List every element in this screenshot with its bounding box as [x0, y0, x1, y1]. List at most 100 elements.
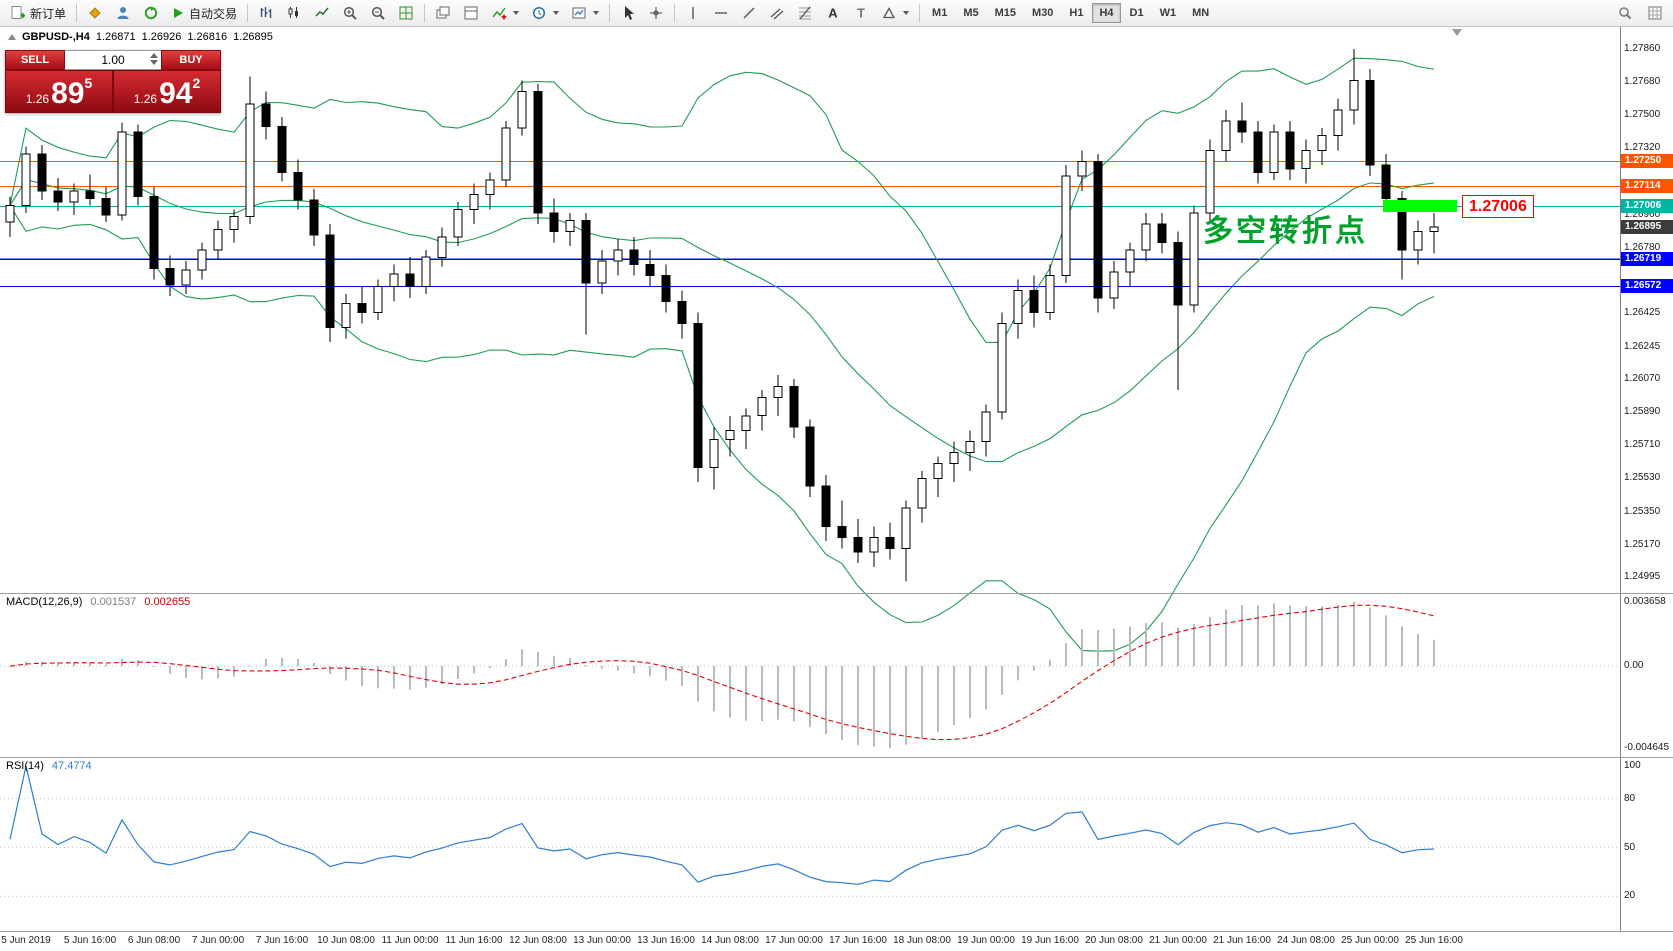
timeframe-w1[interactable]: W1 — [1159, 7, 1177, 19]
time-axis-label: 7 Jun 16:00 — [255, 935, 309, 946]
candle-chart-button[interactable] — [281, 2, 307, 24]
chevron-down-icon — [903, 11, 910, 15]
new-order-button[interactable]: 新订单 — [5, 2, 71, 24]
close-value: 1.26895 — [233, 31, 273, 43]
grid-button[interactable] — [1642, 2, 1668, 24]
chevron-down-icon — [553, 11, 560, 15]
price-axis-label: 1.24995 — [1624, 571, 1661, 583]
fibonacci-icon — [797, 5, 813, 21]
volume-spinner[interactable] — [150, 53, 158, 65]
price-badge: 1.26572 — [1621, 279, 1673, 294]
label-tool-button[interactable]: T — [848, 2, 874, 24]
periods-button[interactable] — [526, 2, 564, 24]
bar-chart-button[interactable] — [253, 2, 279, 24]
rsi-axis-label: 100 — [1624, 760, 1641, 771]
time-axis[interactable]: 5 Jun 2019 5 Jun 16:00 6 Jun 08:00 7 Jun 00… — [0, 931, 1673, 951]
auto-trading-button[interactable]: 自动交易 — [166, 2, 242, 24]
diamond-icon — [87, 5, 103, 21]
sell-price-big: 89 — [51, 77, 85, 110]
time-axis-label: 19 Jun 00:00 — [957, 935, 1015, 946]
timeframe-h1[interactable]: H1 — [1069, 7, 1084, 19]
price-badge: 1.26895 — [1621, 219, 1673, 234]
spinner-up-icon[interactable] — [150, 53, 158, 58]
horizontal-line-button[interactable] — [708, 2, 734, 24]
macd-axis-label: -0.004645 — [1624, 742, 1670, 753]
text-tool-button[interactable]: A — [820, 2, 846, 24]
person-icon — [115, 5, 131, 21]
sell-button[interactable]: SELL — [5, 50, 65, 70]
price-axis-label: 1.26960 — [1624, 208, 1661, 220]
svg-text:T: T — [857, 6, 865, 21]
shapes-button[interactable] — [876, 2, 914, 24]
timeframe-mn[interactable]: MN — [1192, 7, 1210, 19]
macd-panel-separator[interactable] — [0, 593, 1673, 594]
rsi-panel-separator[interactable] — [0, 757, 1673, 758]
time-axis-label: 18 Jun 08:00 — [893, 935, 951, 946]
chinese-annotation: 多空转折点 — [1203, 215, 1368, 248]
buy-price-button[interactable]: 1.26 94 2 — [113, 70, 221, 113]
price-axis-label: 1.26780 — [1624, 242, 1661, 254]
price-badge: 1.27250 — [1621, 154, 1673, 169]
timeframe-h4[interactable]: H4 — [1092, 3, 1121, 23]
templates-button[interactable] — [566, 2, 604, 24]
price-badge: 1.27114 — [1621, 179, 1673, 194]
volume-field[interactable]: 1.00 — [65, 50, 161, 70]
fibonacci-button[interactable] — [792, 2, 818, 24]
spinner-down-icon[interactable] — [150, 60, 158, 65]
timeframe-d1[interactable]: D1 — [1129, 7, 1144, 19]
tile-windows-button[interactable] — [393, 2, 419, 24]
profiles-button[interactable] — [110, 2, 136, 24]
time-axis-label: 5 Jun 16:00 — [63, 935, 117, 946]
sell-price-button[interactable]: 1.26 89 5 — [5, 70, 113, 113]
crosshair-button[interactable] — [643, 2, 669, 24]
macd-name: MACD(12,26,9) — [6, 596, 83, 608]
sell-price-prefix: 1.26 — [25, 92, 50, 106]
zoom-in-icon — [342, 5, 358, 21]
line-chart-button[interactable] — [309, 2, 335, 24]
add-indicator-button[interactable] — [486, 2, 524, 24]
search-button[interactable] — [1612, 2, 1638, 24]
price-axis-label: 1.27860 — [1624, 42, 1661, 54]
text-icon: A — [825, 5, 841, 21]
clock-icon — [531, 5, 547, 21]
horizontal-line-icon — [713, 5, 729, 21]
zoom-out-button[interactable] — [365, 2, 391, 24]
separator — [76, 4, 78, 22]
rsi-axis-label: 50 — [1624, 841, 1636, 853]
trendline-button[interactable] — [736, 2, 762, 24]
low-value: 1.26816 — [187, 31, 228, 43]
arrange-windows-button[interactable] — [458, 2, 484, 24]
cascade-windows-button[interactable] — [430, 2, 456, 24]
refresh-button[interactable] — [138, 2, 164, 24]
buy-price-big: 94 — [159, 77, 193, 110]
channel-icon — [769, 5, 785, 21]
timeframe-m30[interactable]: M30 — [1032, 7, 1054, 19]
highlight-rectangle[interactable] — [1383, 200, 1457, 212]
channel-button[interactable] — [764, 2, 790, 24]
toolbar-right-group — [1612, 2, 1668, 24]
timeframe-m15[interactable]: M15 — [994, 7, 1016, 19]
charts-button[interactable] — [82, 2, 108, 24]
timeframe-m5[interactable]: M5 — [963, 7, 979, 19]
cursor-button[interactable] — [615, 2, 641, 24]
vertical-line-button[interactable] — [680, 2, 706, 24]
price-callout-label: 1.27006 — [1462, 195, 1534, 218]
toolbar: 新订单 自动交易 A T M1 M5 M15 M30 H1 H4 D1 W1 M… — [0, 0, 1673, 27]
zoom-in-button[interactable] — [337, 2, 363, 24]
macd-value-1: 0.001537 — [90, 596, 137, 608]
candle-chart-icon — [286, 5, 302, 21]
price-axis-label: 1.27500 — [1624, 109, 1661, 121]
price-axis[interactable]: 1.27860 1.27680 1.27500 1.27320 1.26960 1.267… — [1620, 27, 1673, 931]
collapse-icon[interactable] — [8, 34, 16, 40]
crosshair-icon — [648, 5, 664, 21]
separator — [919, 4, 921, 22]
time-axis-label: 24 Jun 08:00 — [1277, 935, 1335, 946]
time-axis-label: 17 Jun 00:00 — [765, 935, 823, 946]
separator — [424, 4, 426, 22]
buy-button[interactable]: BUY — [161, 50, 221, 70]
chart-shift-icon[interactable] — [1452, 29, 1462, 36]
timeframe-m1[interactable]: M1 — [932, 7, 948, 19]
svg-text:A: A — [828, 6, 838, 21]
chevron-down-icon — [593, 11, 600, 15]
